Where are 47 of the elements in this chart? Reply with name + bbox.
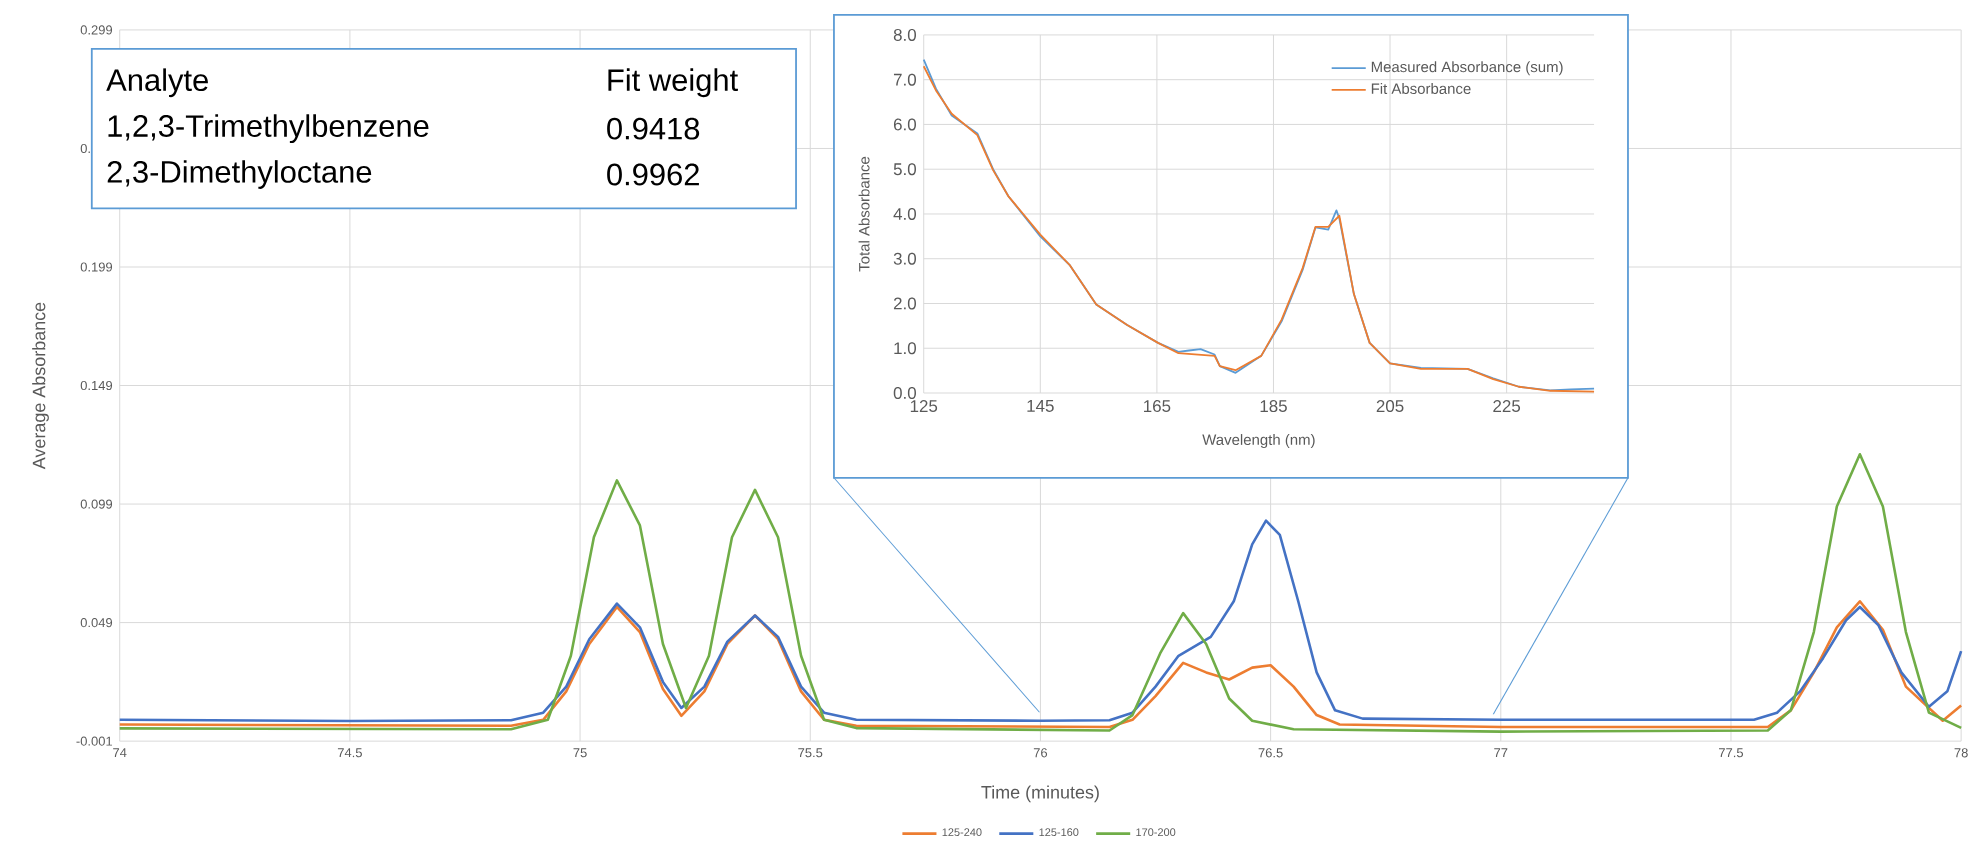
y-tick-label: 8.0 <box>893 29 916 41</box>
x-tick-label: 77.5 <box>1719 748 1744 758</box>
x-axis-title: Wavelength (nm) <box>1202 434 1315 449</box>
annotation: Analyte <box>106 68 208 98</box>
x-tick-label: 74.5 <box>337 748 362 758</box>
y-tick-label: 3.0 <box>893 252 916 265</box>
annotation: 1,2,3-Trimethylbenzene <box>108 114 429 144</box>
x-tick-label: 77 <box>1494 748 1508 758</box>
legend-label: 125-240 <box>942 828 982 837</box>
y-tick-label: 0.099 <box>80 499 113 509</box>
x-tick-label: 145 <box>1027 400 1054 412</box>
x-axis-title: Time (minutes) <box>981 785 1099 803</box>
x-tick-label: 75.5 <box>798 748 823 758</box>
y-tick-label: -0.001 <box>76 736 113 746</box>
x-tick-label: 205 <box>1376 400 1404 413</box>
y-tick-label: 4.0 <box>893 208 916 221</box>
y-tick-label: 7.0 <box>893 73 916 86</box>
x-tick-label: 165 <box>1144 400 1171 413</box>
x-tick-label: 185 <box>1260 400 1287 413</box>
x-tick-label: 75 <box>573 748 587 758</box>
x-tick-label: 76 <box>1033 748 1048 758</box>
y-tick-label: 0.299 <box>80 25 113 35</box>
annotation: 0.9962 <box>607 163 699 186</box>
x-tick-label: 78 <box>1954 748 1968 758</box>
legend-label: 170-200 <box>1136 828 1176 837</box>
annotation: Fit weight <box>608 68 738 98</box>
y-tick-label: 0.0 <box>893 387 916 400</box>
y-tick-label: 2.0 <box>893 297 916 310</box>
x-tick-label: 125 <box>910 400 938 413</box>
x-tick-label: 225 <box>1493 400 1521 413</box>
legend-label: Measured Absorbance (sum) <box>1371 61 1563 76</box>
x-tick-label: 76.5 <box>1258 748 1283 758</box>
annotation: 0.9418 <box>607 117 700 140</box>
y-axis-title: Total Absorbance <box>858 156 870 272</box>
line-series <box>118 519 1963 723</box>
y-tick-label: 1.0 <box>894 342 916 355</box>
annotation: 2,3-Dimethyloctane <box>107 160 372 190</box>
x-tick-label: 74 <box>113 748 127 758</box>
y-tick-label: 0.149 <box>80 381 113 391</box>
line-series <box>118 453 1963 734</box>
y-axis-title: Average Absorbance <box>32 302 49 470</box>
legend-label: Fit Absorbance <box>1371 83 1471 95</box>
y-tick-label: 0.199 <box>80 262 113 272</box>
legend-label: 125-160 <box>1039 828 1079 837</box>
y-tick-label: 6.0 <box>893 118 916 131</box>
y-tick-label: 0.049 <box>80 618 113 628</box>
y-tick-label: 5.0 <box>893 163 916 176</box>
